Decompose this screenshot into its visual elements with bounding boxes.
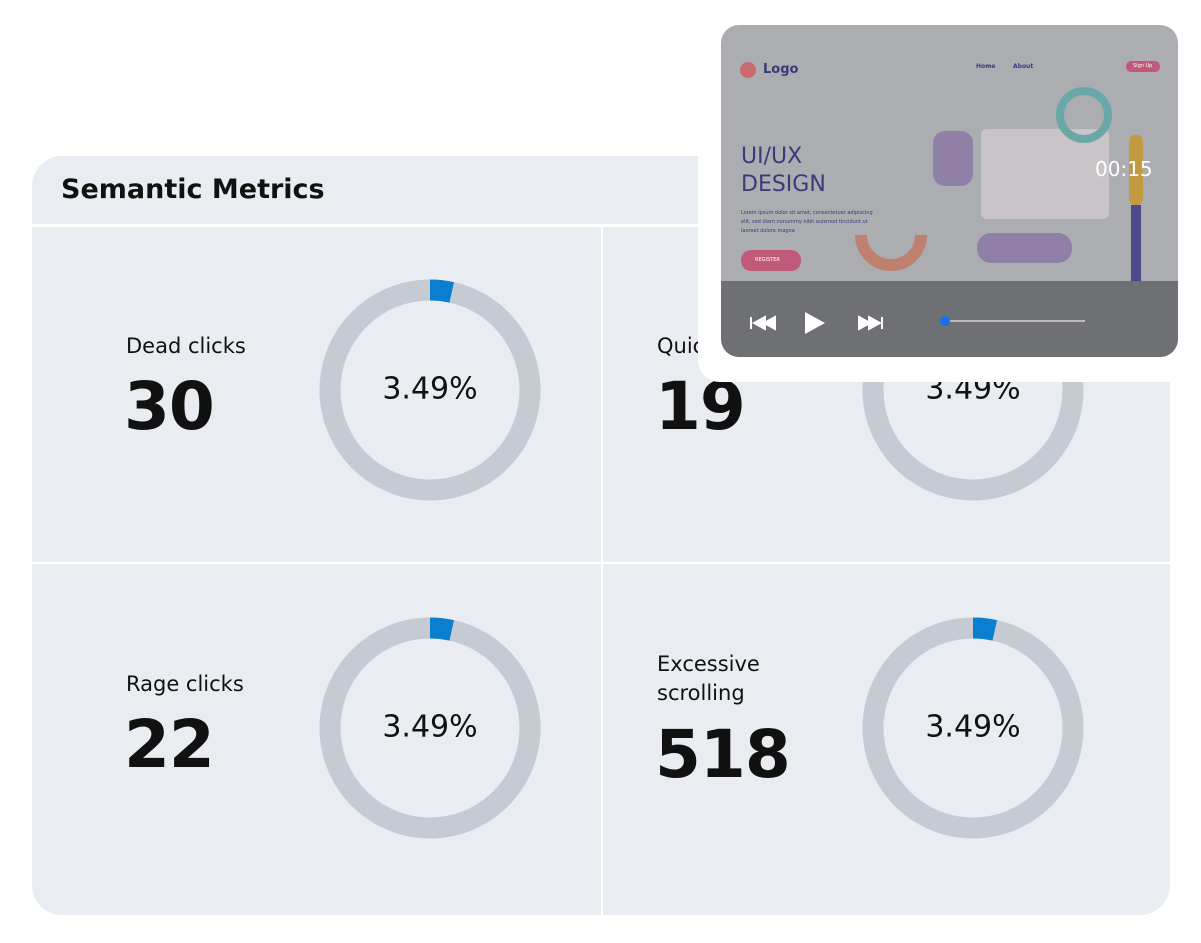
donut: 3.49%: [319, 279, 541, 501]
register-button: REGISTER: [755, 257, 780, 263]
logo: Logo: [763, 62, 799, 77]
video-art: [721, 61, 1178, 357]
metric-count: 518: [655, 716, 791, 793]
metric-count: 30: [124, 368, 215, 445]
donut-arc: [862, 617, 1084, 839]
signup: Sign Up: [1133, 63, 1153, 69]
metric-label: Dead clicks: [126, 334, 246, 358]
body-text: Lorem ipsum dolor sit amet, consectetuer…: [741, 210, 873, 234]
nav-link: About: [1013, 63, 1034, 70]
metric-label: Rage clicks: [126, 672, 244, 696]
divider: [601, 226, 603, 915]
nav-link: Home: [976, 63, 996, 70]
headline: UI/UX DESIGN: [741, 144, 826, 197]
timestamp: 00:15: [1095, 157, 1153, 181]
donut-label: 3.49%: [382, 710, 477, 745]
donut: 3.49%: [319, 617, 541, 839]
panel-title: Semantic Metrics: [61, 174, 325, 205]
donut-arc: [319, 617, 541, 839]
video-player[interactable]: Logo Home About Sign Up UI/UX DESIGN Lor…: [721, 25, 1178, 357]
metric-count: 22: [124, 706, 215, 783]
donut-arc: [319, 279, 541, 501]
metric-label: Excessive scrolling: [657, 652, 760, 705]
donut-label: 3.49%: [382, 372, 477, 407]
donut-label: 3.49%: [925, 710, 1020, 745]
donut: 3.49%: [862, 617, 1084, 839]
divider: [32, 224, 1170, 227]
